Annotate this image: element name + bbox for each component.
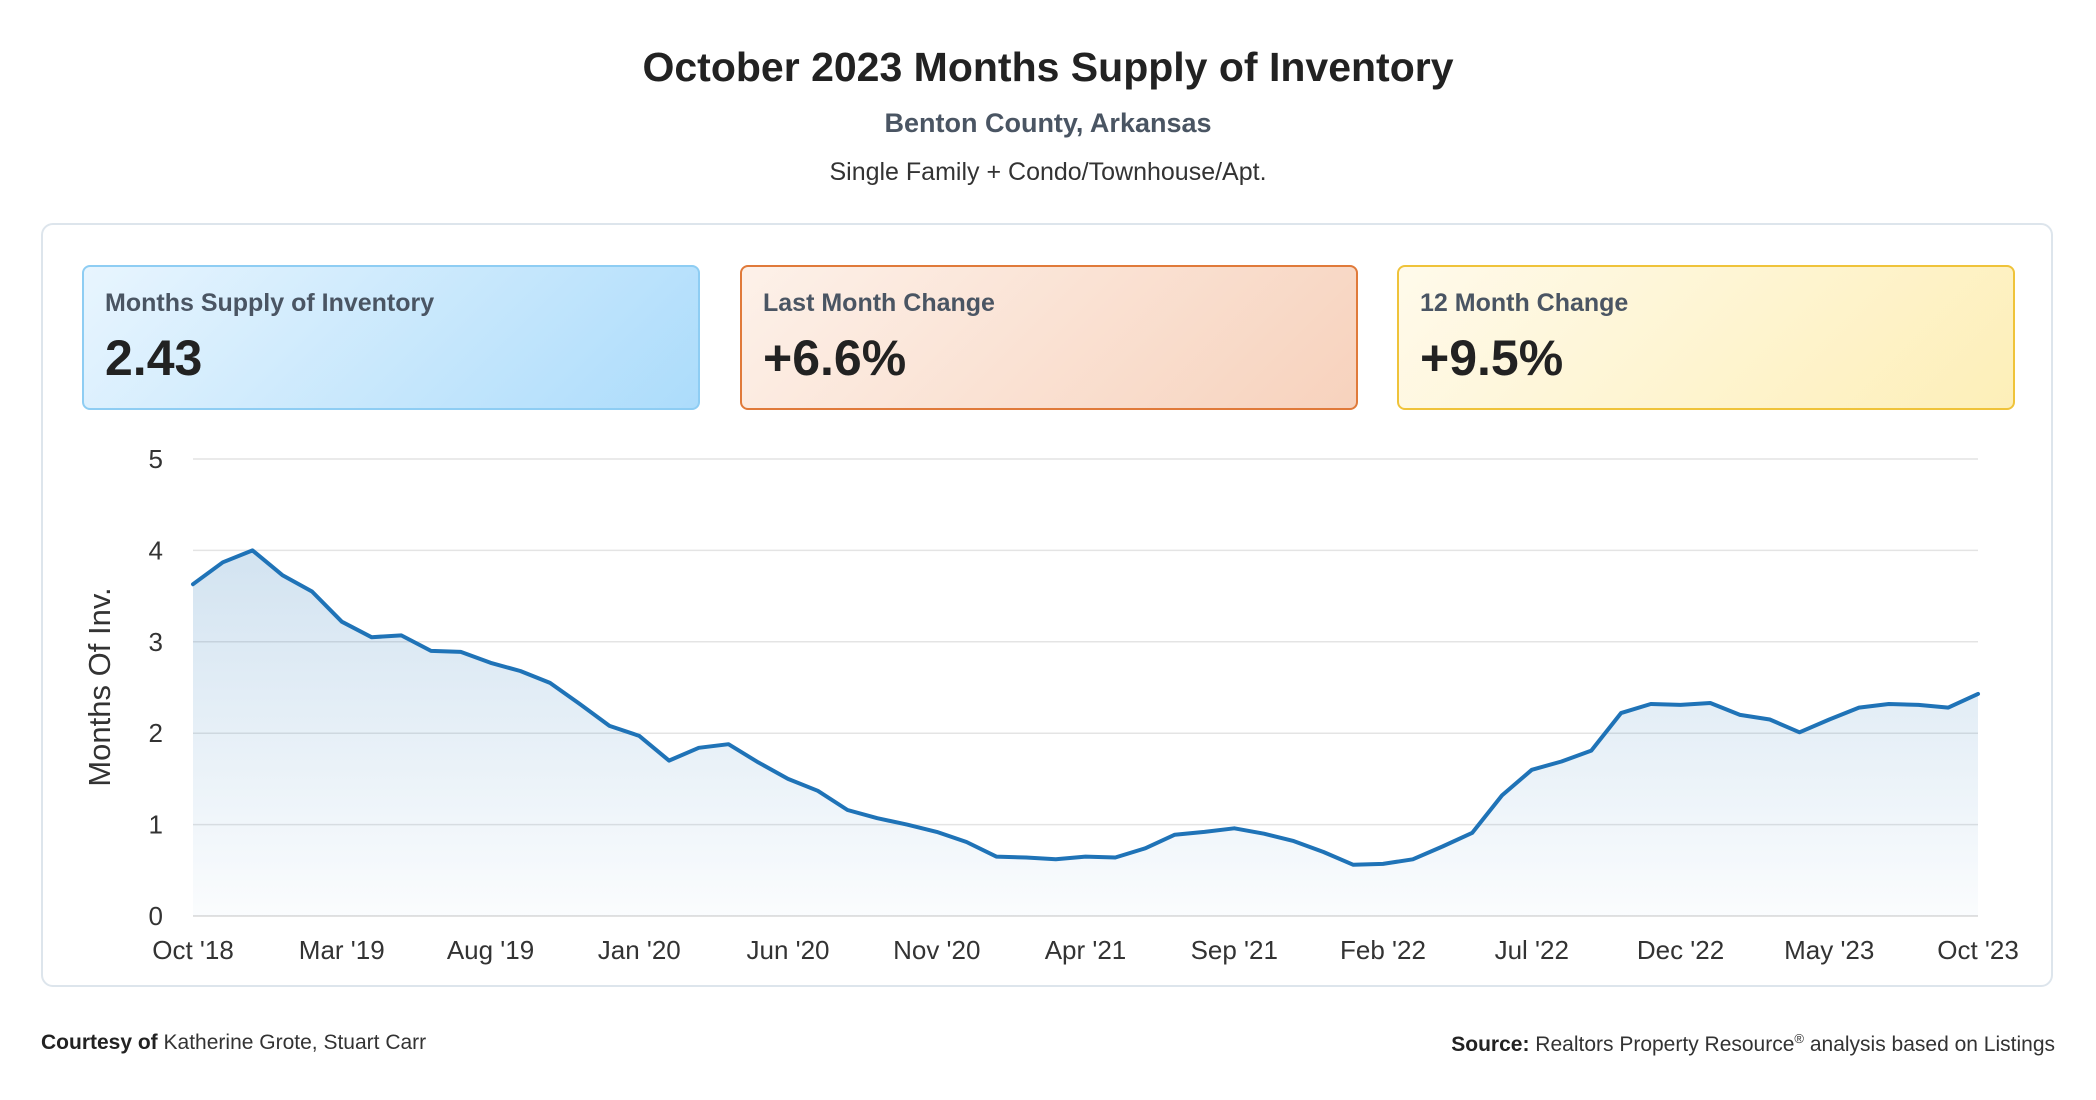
x-tick-label: Jan '20 [598,935,681,965]
x-tick-label: Dec '22 [1637,935,1724,965]
y-tick-label: 5 [149,444,163,474]
y-axis-ticks: 0 1 2 3 4 5 [149,444,163,931]
x-tick-label: Apr '21 [1045,935,1127,965]
kpi-card-last-month-change: Last Month Change +6.6% [740,265,1358,410]
y-tick-label: 1 [149,810,163,840]
x-axis-ticks: Oct '18 Mar '19 Aug '19 Jan '20 Jun '20 Nov '… [152,935,2019,965]
source-label: Source: [1451,1033,1530,1056]
y-tick-label: 4 [149,535,163,565]
y-tick-label: 3 [149,627,163,657]
kpi-card-months-supply: Months Supply of Inventory 2.43 [82,265,700,410]
x-tick-label: Jun '20 [746,935,829,965]
page-subtitle: Benton County, Arkansas [884,108,1212,138]
kpi-label: Last Month Change [763,289,995,317]
x-tick-label: Mar '19 [299,935,385,965]
y-tick-label: 0 [149,901,163,931]
registered-mark: ® [1794,1031,1804,1046]
series-area [193,550,1978,916]
y-tick-label: 2 [149,718,163,748]
kpi-label: 12 Month Change [1420,289,1629,317]
courtesy-names: Katherine Grote, Stuart Carr [163,1031,427,1054]
kpi-card-12-month-change: 12 Month Change +9.5% [1397,265,2015,410]
courtesy-label: Courtesy of [41,1031,158,1054]
source-text-suffix: analysis based on Listings [1809,1033,2055,1056]
series-line [191,548,1980,867]
x-tick-label: Nov '20 [893,935,980,965]
x-tick-label: Sep '21 [1191,935,1278,965]
x-tick-label: Oct '23 [1937,935,2019,965]
x-tick-label: Oct '18 [152,935,234,965]
kpi-label: Months Supply of Inventory [105,289,435,317]
kpi-value: +6.6% [763,330,907,386]
source-text: Realtors Property Resource [1535,1033,1795,1056]
property-types-label: Single Family + Condo/Townhouse/Apt. [829,158,1267,186]
x-tick-label: May '23 [1784,935,1874,965]
kpi-value: 2.43 [105,330,203,386]
x-tick-label: Jul '22 [1495,935,1569,965]
page-title: October 2023 Months Supply of Inventory [642,44,1454,90]
x-tick-label: Aug '19 [447,935,534,965]
y-axis-label: Months Of Inv. [82,587,117,786]
x-tick-label: Feb '22 [1340,935,1426,965]
source-line: Source: Realtors Property Resource® anal… [1451,1031,2055,1057]
courtesy-line: Courtesy of Katherine Grote, Stuart Carr [41,1031,426,1055]
kpi-value: +9.5% [1420,330,1564,386]
